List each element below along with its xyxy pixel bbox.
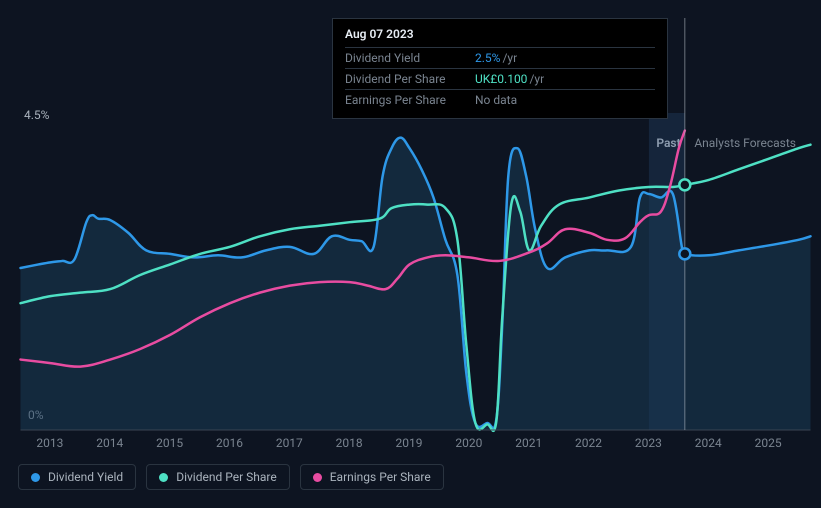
legend-label: Dividend Per Share — [176, 470, 277, 484]
x-tick: 2022 — [575, 436, 602, 450]
tooltip-row-label: Dividend Per Share — [345, 72, 475, 86]
tooltip-row: Dividend Per ShareUK£0.100/yr — [345, 68, 655, 89]
dividend-chart: Aug 07 2023 Dividend Yield2.5%/yrDividen… — [0, 0, 821, 508]
x-tick: 2021 — [515, 436, 542, 450]
tooltip-row: Dividend Yield2.5%/yr — [345, 47, 655, 68]
tooltip-row-unit: /yr — [529, 72, 544, 86]
x-axis: 2013 2014 2015 2016 2017 2018 2019 2020 2021 2022… — [20, 436, 810, 450]
tooltip-row: Earnings Per ShareNo data — [345, 89, 655, 110]
x-tick: 2014 — [96, 436, 123, 450]
legend-dot-icon — [31, 473, 40, 482]
x-tick: 2023 — [635, 436, 662, 450]
x-tick: 2017 — [276, 436, 303, 450]
tooltip-row-label: Dividend Yield — [345, 51, 475, 65]
chart-legend: Dividend Yield Dividend Per Share Earnings… — [18, 464, 444, 490]
tooltip-row-value: No data — [475, 93, 517, 107]
legend-dot-icon — [313, 473, 322, 482]
tooltip-row-unit: /yr — [502, 51, 517, 65]
chart-tooltip: Aug 07 2023 Dividend Yield2.5%/yrDividen… — [332, 18, 668, 119]
x-tick: 2013 — [36, 436, 63, 450]
legend-item[interactable]: Earnings Per Share — [300, 464, 444, 490]
legend-label: Dividend Yield — [48, 470, 123, 484]
x-tick: 2016 — [216, 436, 243, 450]
x-tick: 2019 — [396, 436, 423, 450]
x-tick: 2024 — [695, 436, 722, 450]
tooltip-date: Aug 07 2023 — [345, 27, 655, 41]
legend-label: Earnings Per Share — [330, 470, 431, 484]
x-tick: 2025 — [755, 436, 782, 450]
x-tick: 2018 — [336, 436, 363, 450]
legend-item[interactable]: Dividend Yield — [18, 464, 136, 490]
chart-plot-area[interactable] — [20, 113, 811, 430]
legend-item[interactable]: Dividend Per Share — [146, 464, 290, 490]
tooltip-row-label: Earnings Per Share — [345, 93, 475, 107]
x-tick: 2015 — [156, 436, 183, 450]
legend-dot-icon — [159, 473, 168, 482]
tooltip-row-value: UK£0.100 — [475, 72, 527, 86]
tooltip-row-value: 2.5% — [475, 51, 500, 65]
x-tick: 2020 — [455, 436, 482, 450]
